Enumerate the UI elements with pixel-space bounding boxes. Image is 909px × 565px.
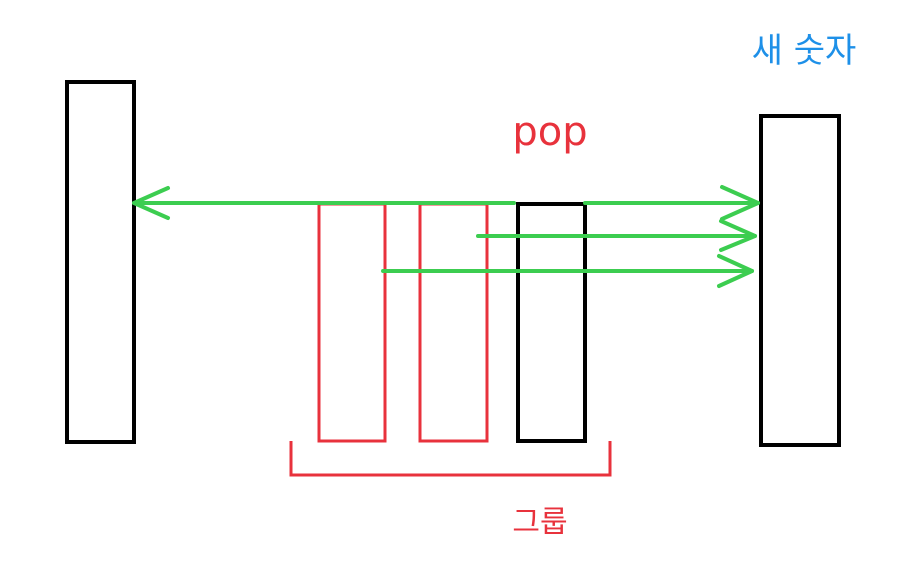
arrow-to-left-bar xyxy=(132,186,516,220)
group-bar-1 xyxy=(317,202,387,443)
group-label: 그룹 xyxy=(512,505,567,540)
pop-bar xyxy=(516,202,587,443)
left-bar xyxy=(65,80,136,444)
arrow-group-bar-2-to-new-bar xyxy=(476,219,757,252)
arrow-pop-to-new-bar xyxy=(583,185,760,221)
new-number-label: 새 숫자 xyxy=(752,31,857,71)
group-bracket xyxy=(289,441,612,477)
new-number-bar xyxy=(759,114,841,447)
arrow-group-bar-1-to-new-bar xyxy=(381,254,754,288)
pop-label: pop xyxy=(512,109,587,155)
group-bar-2 xyxy=(418,202,489,443)
